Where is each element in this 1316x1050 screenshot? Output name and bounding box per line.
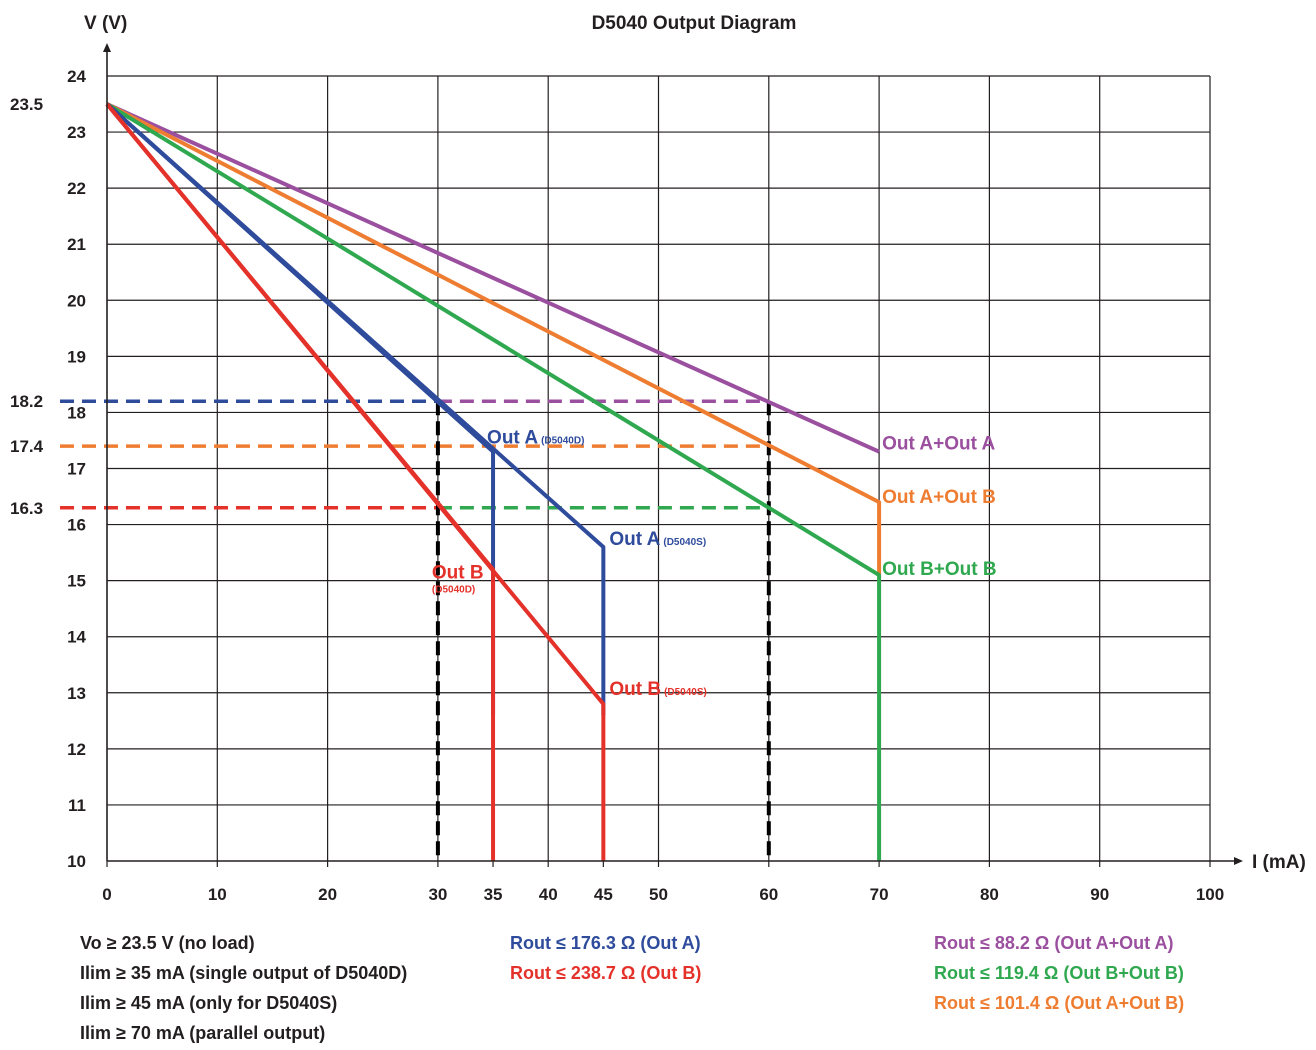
y-extra-label: 23.5 [10,95,43,114]
x-tick-label: 50 [649,885,668,904]
y-tick-label: 13 [67,684,86,703]
note-ilim-single: Ilim ≥ 35 mA (single output of D5040D) [80,963,408,983]
note-rout-a: Rout ≤ 176.3 Ω (Out A) [510,933,701,953]
y-tick-label: 18 [67,403,86,422]
x-tick-label: 70 [870,885,889,904]
y-extra-label: 17.4 [10,437,44,456]
series-line [105,102,496,861]
note-rout-ab: Rout ≤ 101.4 Ω (Out A+Out B) [934,993,1185,1013]
note-rout-b: Rout ≤ 238.7 Ω (Out B) [510,963,702,983]
series-label-sub: (D5040D) [541,436,584,447]
x-tick-label: 0 [102,885,111,904]
series-label: Out A [609,529,660,550]
x-tick-label: 100 [1196,885,1224,904]
x-axis-arrow [1234,857,1243,865]
note-vo: Vo ≥ 23.5 V (no load) [80,933,255,953]
y-extra-label: 18.2 [10,392,43,411]
series-label: Out B [432,563,484,584]
grid [107,75,1211,861]
x-tick-label: 30 [428,885,447,904]
y-tick-label: 10 [67,852,86,871]
y-tick-label: 16 [67,516,86,535]
note-ilim-s: Ilim ≥ 45 mA (only for D5040S) [80,993,338,1013]
series-label-sub: (D5040S) [664,687,707,698]
x-tick-label: 60 [759,885,778,904]
series-line [105,102,496,716]
series-label-sub: (D5040D) [432,585,475,596]
y-axis-label: V (V) [84,13,127,34]
notes-left: Vo ≥ 23.5 V (no load) Ilim ≥ 35 mA (sing… [80,928,407,1048]
series-label: Out A [487,428,538,449]
y-tick-label: 15 [67,572,86,591]
series-line [105,102,606,716]
axes [103,43,1243,867]
y-tick-label: 24 [67,67,86,86]
y-tick-label: 21 [67,235,86,254]
series-label: Out A+Out A [882,434,995,455]
series-label: Out B+Out B [882,559,997,580]
y-tick-label: 14 [67,628,86,647]
output-diagram-chart: D5040 Output Diagram V (V) I (mA) 0 10 20 3… [10,13,1306,904]
x-tick-label: 35 [484,885,503,904]
series-group [105,102,882,861]
y-tick-label: 12 [67,740,86,759]
note-rout-bb: Rout ≤ 119.4 Ω (Out B+Out B) [934,963,1184,983]
x-tick-label: 80 [980,885,999,904]
series-line [106,102,882,576]
series-line [105,102,606,861]
x-tick-label: 45 [594,885,613,904]
series-label: Out A+Out B [882,487,996,508]
reference-lines [60,399,771,861]
x-tick-label: 10 [208,885,227,904]
x-axis-label: I (mA) [1252,852,1306,873]
x-tick-label: 40 [539,885,558,904]
series-line [105,102,882,861]
y-tick-label: 11 [68,796,86,815]
y-tick-label: 19 [67,347,86,366]
x-tick-label: 20 [318,885,337,904]
tick-labels: 0 10 20 30 35 40 45 50 60 70 80 90 100 10 11 12 13 14 15 16… [10,67,1224,904]
y-axis-arrow [103,43,111,52]
series-label-sub: (D5040S) [663,537,706,548]
y-tick-label: 20 [67,291,86,310]
note-rout-aa: Rout ≤ 88.2 Ω (Out A+Out A) [934,933,1174,953]
x-tick-label: 90 [1090,885,1109,904]
notes-middle: Rout ≤ 176.3 Ω (Out A) Rout ≤ 238.7 Ω (O… [510,928,701,988]
notes-right: Rout ≤ 88.2 Ω (Out A+Out A) Rout ≤ 119.4… [934,928,1184,1018]
chart-title: D5040 Output Diagram [592,13,797,34]
y-tick-label: 22 [67,179,86,198]
y-extra-label: 16.3 [10,499,43,518]
y-tick-label: 17 [67,460,86,479]
series-label: Out B [609,679,661,700]
series-line [106,102,880,454]
y-tick-label: 23 [67,123,86,142]
note-ilim-parallel: Ilim ≥ 70 mA (parallel output) [80,1023,326,1043]
